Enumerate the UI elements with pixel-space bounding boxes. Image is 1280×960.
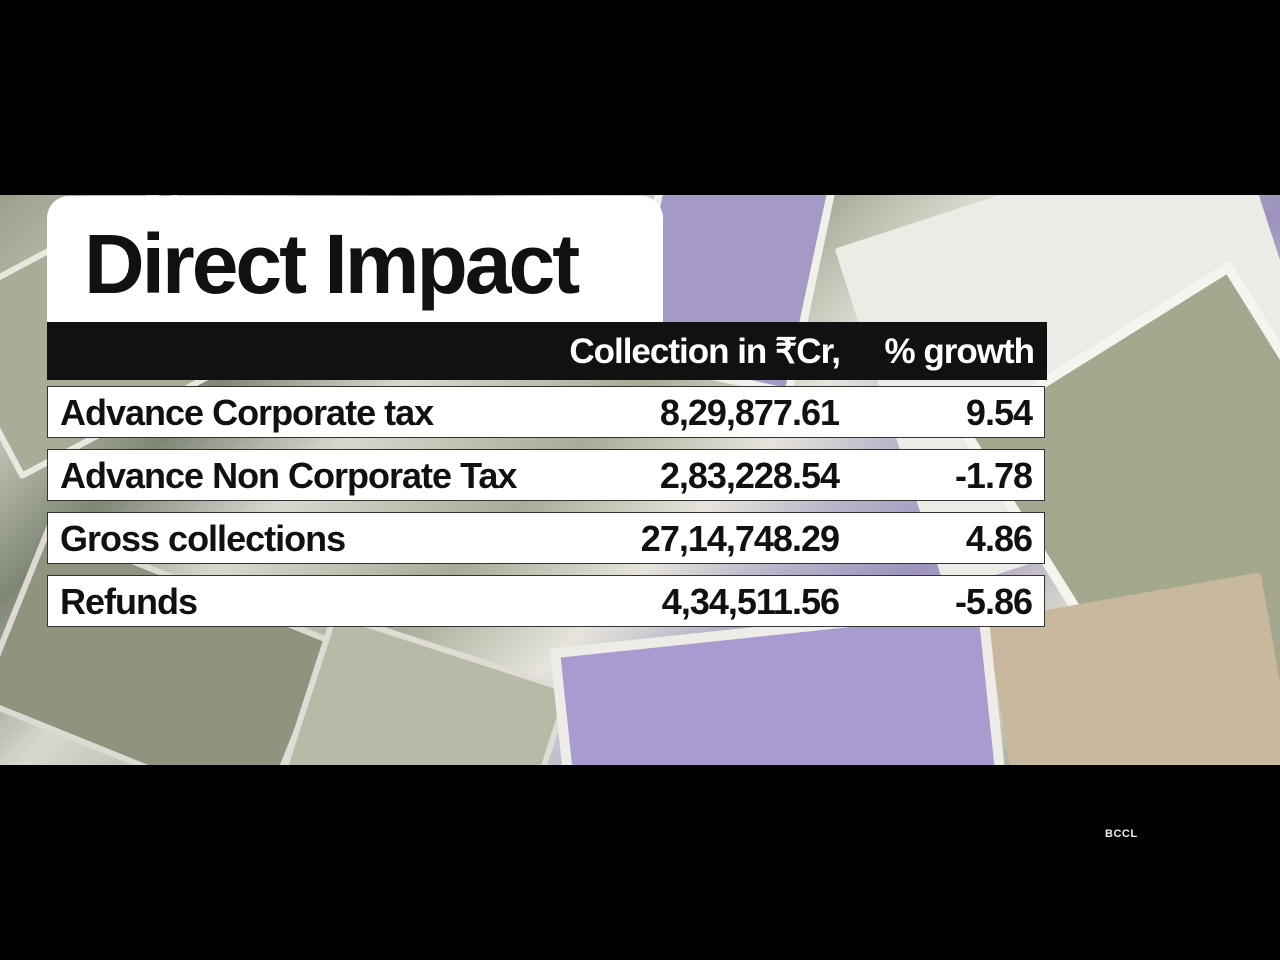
row-collection: 2,83,228.54 <box>659 455 840 496</box>
banknote-image <box>279 610 573 765</box>
chart-title: Direct Impact <box>84 217 580 311</box>
row-label: Refunds <box>60 581 198 622</box>
row-collection: 27,14,748.29 <box>640 518 840 559</box>
table-header <box>47 322 1047 380</box>
table-row: Refunds 4,34,511.56 -5.86 <box>47 575 1045 627</box>
table-row: Gross collections 27,14,748.29 4.86 <box>47 512 1045 564</box>
row-label: Advance Non Corporate Tax <box>60 455 517 496</box>
table-row: Advance Corporate tax 8,29,877.61 9.54 <box>47 386 1045 438</box>
table-row: Advance Non Corporate Tax 2,83,228.54 -1… <box>47 449 1045 501</box>
row-growth: -1.78 <box>954 455 1033 496</box>
row-label: Gross collections <box>60 518 346 559</box>
title-panel <box>47 196 663 324</box>
row-label: Advance Corporate tax <box>60 392 434 433</box>
row-growth: -5.86 <box>954 581 1033 622</box>
row-growth: 4.86 <box>965 518 1033 559</box>
column-header-collection: Collection in ₹Cr, <box>569 332 841 371</box>
row-growth: 9.54 <box>965 392 1033 433</box>
row-collection: 4,34,511.56 <box>661 581 840 622</box>
image-credit: BCCL <box>1105 828 1138 840</box>
column-header-growth: % growth <box>884 332 1035 371</box>
row-collection: 8,29,877.61 <box>659 392 840 433</box>
